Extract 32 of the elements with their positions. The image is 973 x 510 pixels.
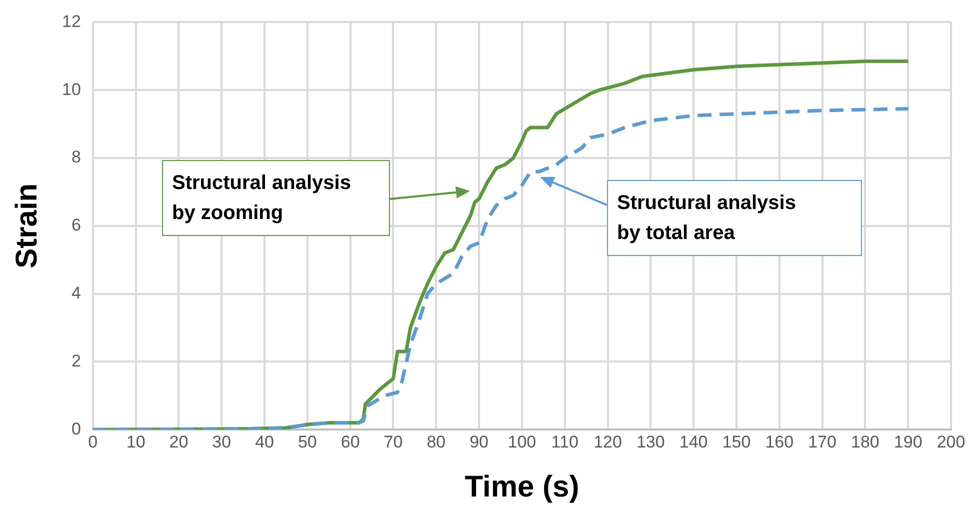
x-tick-label: 10 [126, 432, 146, 452]
y-tick-label: 8 [71, 148, 81, 167]
x-tick-label: 30 [212, 432, 232, 452]
x-tick-label: 80 [426, 432, 446, 452]
x-axis-title: Time (s) [464, 470, 580, 504]
x-tick-label: 190 [894, 432, 922, 452]
x-tick-label: 90 [470, 432, 489, 452]
y-tick-label: 0 [71, 419, 81, 438]
y-tick-label: 12 [62, 12, 81, 31]
y-axis-title: Strain [10, 183, 44, 268]
x-tick-label: 100 [508, 432, 536, 452]
x-tick-label: 140 [679, 432, 708, 452]
y-tick-label: 10 [62, 80, 81, 99]
y-tick-label: 2 [71, 351, 81, 370]
y-tick-label: 4 [71, 283, 81, 302]
x-tick-label: 120 [594, 432, 622, 452]
callout-box: Structural analysis by zooming [162, 160, 390, 236]
x-tick-label: 130 [636, 432, 665, 452]
x-tick-label: 200 [936, 432, 966, 452]
x-tick-label: 50 [298, 432, 317, 452]
x-tick-label: 150 [722, 432, 751, 452]
x-tick-label: 60 [340, 432, 360, 452]
x-tick-label: 180 [851, 432, 880, 452]
callout-box: Structural analysis by total area [607, 180, 862, 256]
x-tick-label: 110 [551, 432, 578, 452]
x-tick-label: 170 [808, 432, 836, 452]
x-tick-label: 160 [765, 432, 794, 452]
x-tick-label: 70 [384, 432, 403, 452]
x-tick-label: 20 [169, 432, 188, 452]
x-tick-label: 40 [255, 432, 274, 452]
y-tick-label: 6 [71, 216, 81, 235]
x-tick-label: 0 [88, 432, 98, 452]
